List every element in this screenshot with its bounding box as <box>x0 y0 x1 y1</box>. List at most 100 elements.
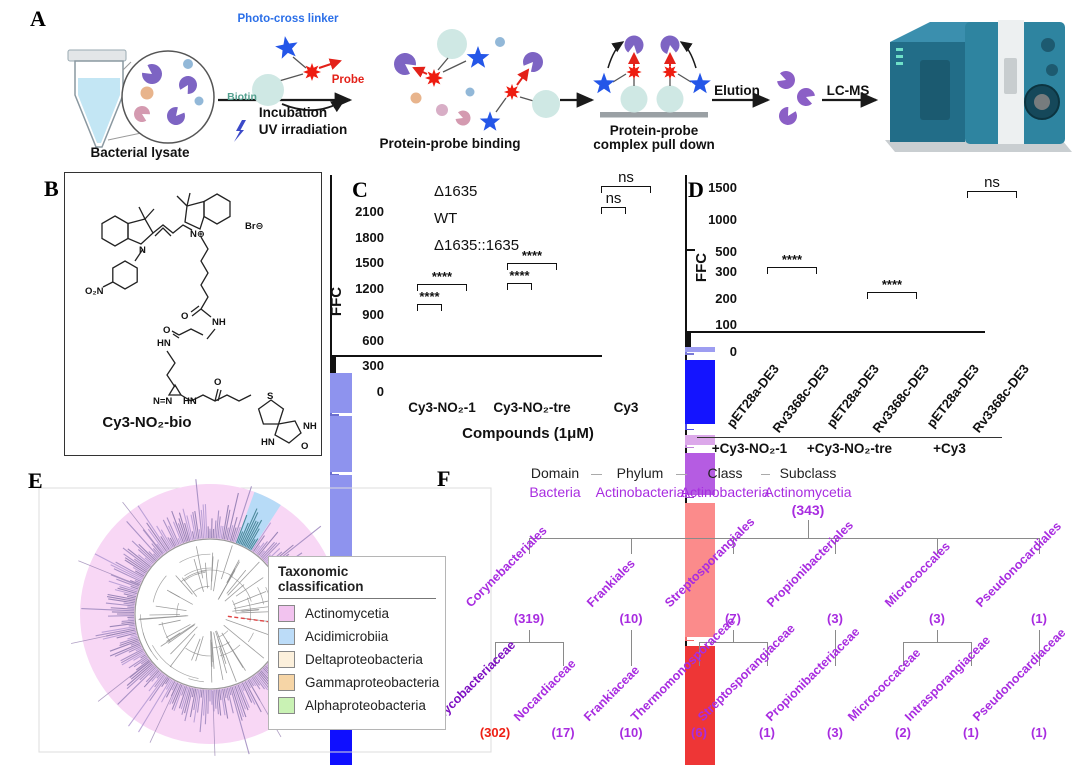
e-taxa-tick <box>128 624 135 627</box>
e-taxa-tick <box>228 687 232 696</box>
f-connector <box>808 520 810 538</box>
d-y-tick <box>685 337 691 339</box>
e-tree-arc <box>229 575 252 602</box>
e-taxa-tick <box>225 527 229 540</box>
f-rank-divider <box>591 474 602 476</box>
d-x-tick <box>685 430 687 436</box>
e-taxa-tick <box>222 688 229 719</box>
d-y-tick <box>685 341 691 343</box>
e-tree-branch <box>210 631 213 667</box>
f-connector <box>529 538 531 554</box>
e-taxa-tick <box>193 689 200 723</box>
e-taxa-tick <box>95 627 136 637</box>
e-taxa-tick <box>237 531 244 544</box>
e-taxa-tick <box>123 593 137 598</box>
e-taxa-tick <box>226 492 239 541</box>
c-y-tick-label: 1500 <box>355 255 384 271</box>
legend-label: Acidimicrobiia <box>305 629 389 644</box>
d-y-tick-label: 1500 <box>708 180 737 195</box>
e-taxa-tick <box>120 650 144 664</box>
e-long-spike <box>78 560 139 586</box>
e-taxa-tick <box>123 553 148 572</box>
e-tree-branch <box>225 640 244 668</box>
e-taxa-tick <box>149 676 168 702</box>
e-taxa-tick <box>156 672 162 679</box>
e-taxa-tick <box>138 554 152 566</box>
c-legend-label: Δ1635 <box>434 183 478 200</box>
f-family-count: (6) <box>691 725 707 740</box>
c-y-axis-title: FFC <box>328 286 346 317</box>
e-taxa-tick <box>134 580 141 584</box>
e-taxa-tick <box>218 525 222 539</box>
e-tree-arc <box>257 587 264 605</box>
e-taxa-tick <box>241 682 253 703</box>
d-y-tick <box>685 333 691 335</box>
legend-item: Alphaproteobacteria <box>278 697 436 714</box>
e-taxa-tick <box>180 686 189 710</box>
e-taxa-tick <box>248 539 256 550</box>
e-taxa-tick <box>101 626 136 633</box>
e-tree-branch <box>165 624 191 638</box>
e-taxa-tick <box>200 509 205 539</box>
c-x-axis <box>330 355 602 357</box>
compound-name-label: Cy3-NO₂-bio <box>102 414 191 431</box>
c-sig-bracket <box>417 284 467 292</box>
panel-a-label: A <box>30 6 46 31</box>
e-taxa-tick <box>124 557 148 573</box>
f-rank-divider <box>676 474 687 476</box>
e-taxa-tick <box>178 518 188 542</box>
e-taxa-tick <box>234 685 247 718</box>
lysate-magnifier-icon <box>121 50 215 144</box>
c-error-cap <box>330 414 339 416</box>
e-tree-branch <box>166 589 180 598</box>
atom-label: O <box>214 377 221 388</box>
e-tree-branch <box>235 611 270 614</box>
taxonomy-legend: Taxonomic classification Actinomycetia Ac… <box>268 556 446 730</box>
d-y-tick <box>685 335 691 337</box>
e-taxa-tick <box>110 564 143 581</box>
binding-cluster-icon <box>389 29 560 131</box>
c-sig-label: **** <box>431 269 453 285</box>
e-taxa-tick <box>167 537 174 548</box>
e-taxa-tick <box>235 514 248 543</box>
e-taxa-tick <box>165 677 170 685</box>
d-group-label: +Cy3-NO₂-1 <box>697 437 802 456</box>
panel-c-bar-chart: 0 300 600 900 1200 1500 1800 2100 Cy3-NO₂-1 Cy3-N… <box>328 170 682 765</box>
e-taxa-tick <box>202 504 206 539</box>
e-taxa-tick <box>140 654 147 659</box>
f-rank-header: Subclass <box>779 465 837 481</box>
e-taxa-tick <box>250 538 259 551</box>
e-taxa-tick <box>204 689 208 725</box>
d-x-tick <box>685 448 687 454</box>
e-taxa-tick <box>114 589 137 596</box>
f-order-count: (10) <box>619 611 643 626</box>
e-tree-branch <box>149 614 180 616</box>
e-taxa-tick <box>186 515 194 541</box>
atom-label: HN <box>261 437 275 448</box>
d-y-axis-lower <box>685 251 687 331</box>
e-taxa-tick <box>109 622 135 628</box>
e-taxa-tick <box>181 685 186 696</box>
panel-f-label: F <box>437 466 451 491</box>
d-sig-bracket <box>767 267 817 275</box>
d-y-tick <box>685 345 691 347</box>
e-taxa-tick <box>265 548 281 563</box>
e-tree-branch <box>224 584 245 602</box>
e-tree-arc <box>161 621 171 643</box>
e-tree-branch <box>218 570 236 600</box>
e-long-spike <box>122 501 163 554</box>
e-tree-branch <box>235 577 264 597</box>
f-connector <box>1039 630 1041 666</box>
e-taxa-tick <box>153 553 159 559</box>
c-sig-label: **** <box>419 289 440 305</box>
e-tree-arc <box>188 678 204 683</box>
e-tree-branch <box>216 630 237 682</box>
e-taxa-tick <box>214 689 217 709</box>
c-y-axis <box>330 175 332 355</box>
c-y-tick <box>330 367 336 369</box>
e-taxa-tick <box>169 537 176 547</box>
e-taxa-tick <box>243 520 257 547</box>
e-taxa-tick <box>102 630 137 640</box>
f-family-count: (3) <box>827 725 843 740</box>
e-taxa-tick <box>251 676 261 690</box>
